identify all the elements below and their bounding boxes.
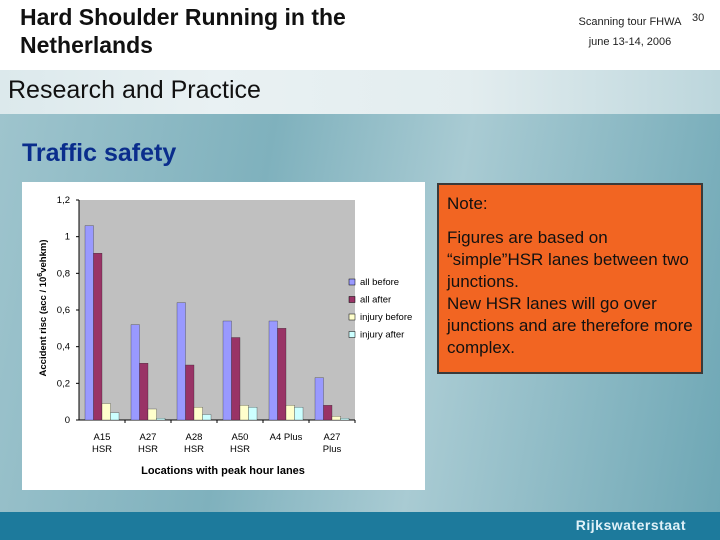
bar (110, 412, 120, 421)
x-axis-title: Locations with peak hour lanes (141, 465, 305, 477)
tour-date: june 13-14, 2006 (588, 36, 672, 48)
slide-title: Hard Shoulder Running in the Netherlands (20, 4, 346, 58)
bar (222, 320, 232, 421)
bar (314, 377, 324, 421)
x-tick-label: HSR (92, 444, 112, 455)
bar (268, 320, 278, 421)
bar (101, 403, 111, 421)
legend-swatch (348, 296, 356, 303)
y-tick-label: 1,2 (57, 195, 70, 206)
bar (277, 328, 287, 421)
x-tick-label: A28 (186, 432, 203, 443)
bar (139, 363, 149, 421)
legend-label: all after (360, 295, 391, 306)
x-tick-label: A27 (140, 432, 157, 443)
y-tick-label: 0,8 (57, 268, 70, 279)
legend-label: all before (360, 277, 399, 288)
page-number: 30 (692, 12, 705, 24)
slide-subtitle: Research and Practice (8, 76, 261, 104)
x-tick-label: HSR (184, 444, 204, 455)
y-tick-label: 1 (65, 232, 70, 243)
y-axis-label: Accident risc (acc / 10 (38, 277, 49, 377)
svg-text:Accident risc (acc / 106vehkm): Accident risc (acc / 106vehkm) (37, 240, 49, 377)
bar (231, 337, 241, 421)
bar (323, 405, 333, 421)
legend-swatch (348, 331, 356, 338)
x-tick-label: A50 (232, 432, 249, 443)
tour-info: Scanning tour FHWA june 13-14, 2006 (560, 12, 700, 52)
y-axis-title: Accident risc (acc / 106vehkm) (37, 240, 49, 377)
y-axis-label-sup: 6 (37, 273, 44, 277)
note-box: Note: Figures are based on “simple”HSR l… (437, 183, 703, 374)
chart-panel: Accident risc (acc / 106vehkm) Locations… (22, 182, 425, 490)
note-title: Note: (447, 194, 488, 213)
bar (185, 364, 195, 421)
bar (176, 302, 186, 421)
x-tick-label: HSR (138, 444, 158, 455)
y-tick-label: 0,4 (57, 342, 70, 353)
accident-risk-chart: Accident risc (acc / 106vehkm) Locations… (37, 195, 412, 477)
subtitle-banner (0, 70, 720, 114)
bar (202, 414, 212, 421)
x-tick-label: Plus (323, 444, 342, 455)
plot-area (79, 200, 355, 420)
x-tick-label: A15 (94, 432, 111, 443)
legend-label: injury before (360, 312, 412, 323)
bar (147, 408, 157, 421)
bar (156, 418, 166, 421)
bar (340, 418, 350, 421)
y-axis-label-tail: vehkm) (38, 240, 49, 273)
legend-swatch (348, 313, 356, 321)
y-tick-label: 0,6 (57, 305, 70, 316)
y-tick-label: 0 (65, 415, 70, 426)
bar (193, 407, 203, 421)
legend-swatch (348, 278, 356, 286)
x-tick-label: A27 (324, 432, 341, 443)
bar (84, 225, 94, 421)
bar (130, 324, 140, 421)
footer-bar: Rijkswaterstaat (0, 512, 720, 540)
bar (248, 407, 258, 421)
note-text: Figures are based on “simple”HSR lanes b… (447, 228, 693, 357)
section-title: Traffic safety (22, 139, 177, 167)
y-tick-label: 0,2 (57, 378, 70, 389)
bar (93, 253, 103, 421)
x-tick-label: A4 Plus (270, 432, 303, 443)
bar (294, 407, 304, 421)
bar (285, 405, 295, 421)
bar (239, 405, 249, 421)
rijkswaterstaat-logo: Rijkswaterstaat (575, 517, 686, 533)
bar (331, 416, 341, 421)
tour-name: Scanning tour FHWA (578, 16, 682, 28)
x-tick-label: HSR (230, 444, 250, 455)
legend-label: injury after (360, 330, 404, 341)
